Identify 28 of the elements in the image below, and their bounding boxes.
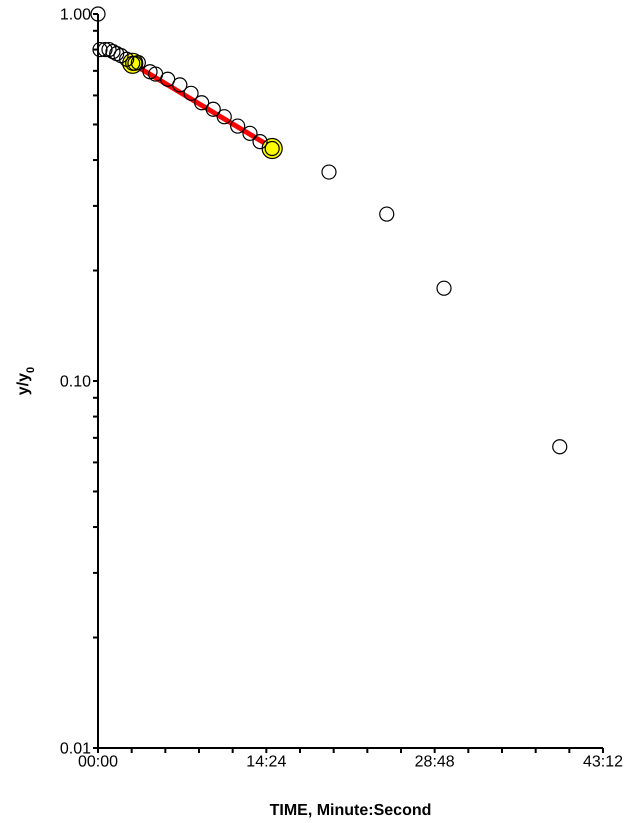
point [92,42,108,58]
point [436,280,452,296]
point [252,134,268,150]
point [216,109,232,124]
point [105,44,121,60]
point [148,66,164,82]
point [321,164,337,180]
y-tick-label: 0.10 [60,374,92,391]
point [230,118,246,134]
point [90,6,106,22]
x-tick-label: 14:24 [246,753,286,770]
point [552,439,568,454]
point [160,72,176,87]
point [142,64,158,80]
point [113,48,129,64]
point [101,42,117,58]
point [183,86,199,101]
point [206,102,221,117]
y-tick-label: 1.00 [60,6,92,24]
point [194,95,210,110]
point [109,46,124,62]
point [172,77,188,92]
point [242,126,258,141]
point [97,42,113,58]
point [379,206,394,222]
x-tick-label: 43:12 [582,753,624,770]
x-tick-label: 28:48 [414,753,455,770]
x-axis-title: TIME, Minute:Second [270,802,432,819]
